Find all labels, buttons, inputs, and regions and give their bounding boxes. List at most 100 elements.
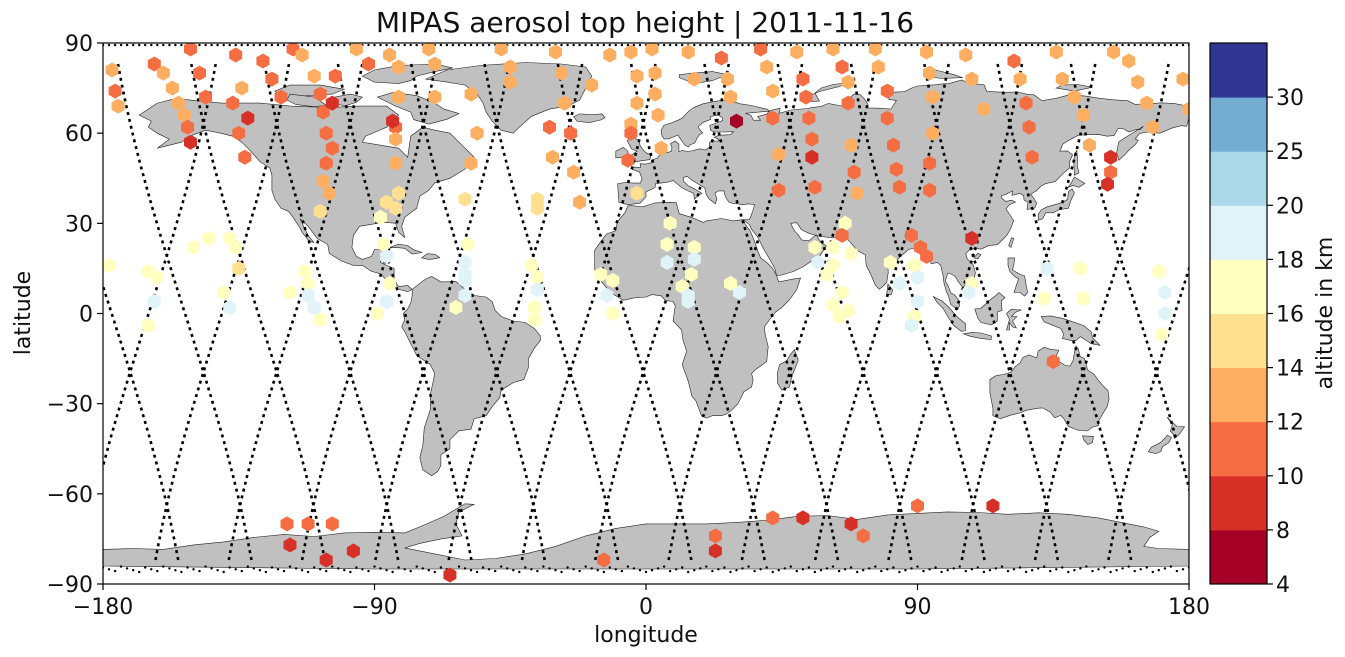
track-dot: [874, 565, 877, 568]
track-dot: [813, 570, 817, 574]
track-dot: [1163, 567, 1167, 570]
track-dot: [270, 566, 274, 569]
track-dot: [958, 43, 961, 47]
track-dot: [475, 570, 479, 574]
observation-point: [841, 74, 855, 90]
observation-point: [905, 227, 918, 243]
observation-point: [470, 125, 484, 141]
land-south-america: [401, 276, 541, 477]
track-dot: [1157, 43, 1161, 47]
track-dot: [898, 43, 901, 47]
track-dot: [132, 43, 135, 47]
observation-point: [920, 44, 933, 60]
observation-point: [524, 257, 538, 273]
track-dot: [1169, 43, 1173, 47]
track-dot: [675, 568, 678, 571]
track-dot: [994, 43, 998, 47]
track-dot: [252, 43, 255, 47]
x-tick-label: 0: [639, 595, 653, 620]
observation-point: [530, 191, 544, 207]
observation-point: [202, 230, 216, 246]
orbit-track-desc: [556, 60, 693, 561]
y-tick-label: 60: [65, 122, 93, 147]
track-dot: [711, 569, 714, 573]
track-dot: [1024, 43, 1028, 47]
track-dot: [717, 568, 720, 571]
orbit-track-asc: [227, 60, 365, 561]
observation-point: [458, 288, 472, 303]
observation-point: [802, 110, 816, 126]
land-new-guinea: [1040, 315, 1101, 346]
colorbar-segment: [1210, 205, 1267, 260]
track-dot: [228, 43, 231, 47]
observation-point: [681, 294, 695, 309]
observation-point: [805, 131, 819, 147]
observation-point: [316, 104, 330, 120]
track-dot: [1000, 43, 1004, 47]
track-dot: [849, 43, 853, 47]
observation-point: [555, 65, 568, 81]
track-dot: [391, 570, 394, 574]
observation-point: [660, 254, 674, 270]
track-dot: [210, 567, 213, 570]
orbit-track-desc: [189, 60, 327, 561]
observation-point: [826, 257, 840, 273]
track-dot: [475, 43, 479, 47]
track-dot: [240, 569, 243, 573]
observation-point: [319, 155, 333, 171]
track-dot: [910, 567, 913, 570]
observation-point: [621, 152, 635, 168]
observation-point: [844, 516, 858, 532]
track-dot: [186, 566, 189, 569]
observation-point: [880, 110, 894, 126]
track-dot: [1109, 43, 1112, 47]
observation-point: [772, 146, 786, 162]
track-dot: [892, 43, 895, 47]
track-dot: [1030, 569, 1034, 572]
land-taiwan: [1008, 237, 1015, 248]
orbit-track-asc: [520, 60, 658, 561]
track-dot: [500, 565, 503, 568]
orbit-track-desc: [995, 60, 1133, 561]
track-dot: [662, 565, 666, 568]
track-dot: [313, 566, 316, 569]
observation-point: [307, 68, 321, 84]
colorbar-tick-label: 4: [1276, 573, 1290, 598]
track-dot: [1127, 565, 1130, 568]
track-dot: [777, 43, 780, 47]
track-dot: [982, 43, 986, 47]
y-tick-label: −90: [47, 573, 93, 598]
track-dot: [463, 567, 467, 570]
observation-point: [766, 510, 780, 526]
track-dot: [572, 568, 575, 571]
track-dot: [252, 567, 255, 570]
observation-point: [871, 59, 885, 75]
observation-point: [422, 43, 436, 57]
track-dot: [469, 569, 473, 572]
track-dot: [807, 43, 811, 47]
orbit-track-asc: [1107, 264, 1189, 561]
track-dot: [107, 568, 111, 571]
track-dot: [650, 569, 654, 572]
track-dot: [481, 43, 485, 47]
observation-point: [325, 516, 339, 532]
track-dot: [542, 565, 545, 568]
track-dot: [789, 565, 792, 568]
track-dot: [343, 43, 346, 47]
observation-point: [708, 543, 722, 559]
track-dot: [578, 43, 581, 47]
observation-point: [724, 275, 737, 291]
track-dot: [337, 43, 340, 47]
observation-point: [147, 294, 161, 309]
track-dot: [717, 43, 720, 47]
track-dot: [1097, 43, 1100, 47]
track-dot: [373, 565, 376, 568]
colorbar: 4 8 10 12 14 16 18 20 25 30: [1209, 42, 1304, 598]
observation-point: [573, 194, 587, 210]
track-dot: [119, 43, 123, 47]
observation-point: [905, 318, 918, 333]
track-dot: [451, 43, 455, 47]
track-dot: [518, 570, 521, 574]
track-dot: [433, 570, 436, 574]
